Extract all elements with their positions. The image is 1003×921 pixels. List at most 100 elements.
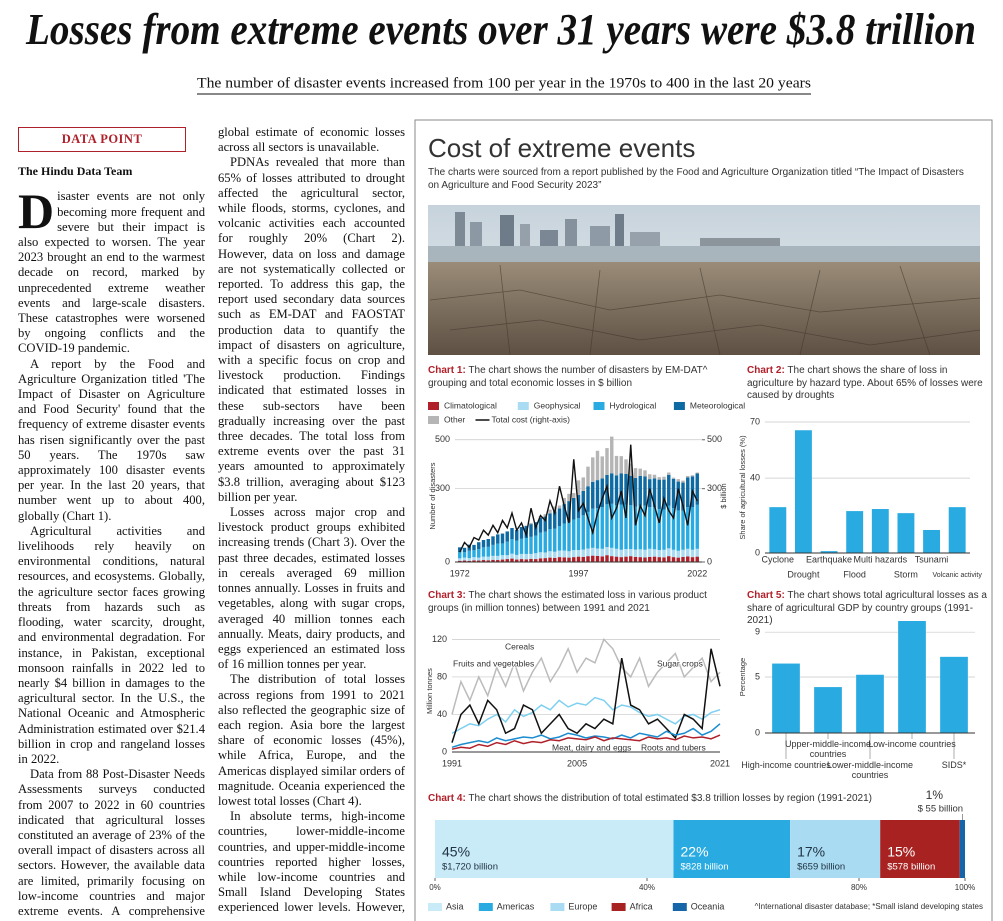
bar-segment <box>638 505 642 550</box>
bar <box>814 687 842 733</box>
amount-label: $578 billion <box>887 862 935 873</box>
bar-segment <box>595 548 600 556</box>
bar-segment <box>610 473 614 504</box>
bar-segment <box>548 551 552 558</box>
bar-segment <box>572 557 576 562</box>
bar-segment <box>462 552 467 558</box>
bar-segment <box>481 556 486 561</box>
y-tick-label: 120 <box>432 634 447 644</box>
bar-segment <box>481 547 486 557</box>
bar-segment <box>586 486 590 512</box>
value-label: 45% <box>442 844 470 860</box>
caption-label: Chart 5: <box>747 590 785 601</box>
byline: The Hindu Data Team <box>18 164 133 179</box>
bar-segment <box>458 552 462 559</box>
bar-segment <box>562 550 566 558</box>
bar-segment <box>576 518 581 551</box>
bar-segment <box>662 476 666 480</box>
bar-segment <box>652 507 657 550</box>
bar-segment <box>652 478 657 508</box>
bar-segment <box>695 504 699 549</box>
bar-segment <box>610 436 614 474</box>
bar-segment <box>657 508 661 551</box>
legend-label: Oceania <box>691 901 725 911</box>
bar-segment <box>619 473 623 505</box>
bar-segment <box>557 557 562 562</box>
bar-segment <box>624 504 628 550</box>
footnote: ^International disaster database; *Small… <box>755 902 983 911</box>
value-label: 22% <box>681 844 709 860</box>
caption-text: The chart shows the number of disasters … <box>428 365 708 389</box>
bar-segment <box>572 519 576 551</box>
bar-segment <box>496 560 500 562</box>
bar-segment <box>600 556 604 562</box>
bar-segment <box>491 536 495 545</box>
bar-segment <box>690 549 695 558</box>
bar-segment <box>543 531 547 553</box>
bar <box>897 513 915 553</box>
bar-segment <box>600 478 604 508</box>
bar-segment <box>671 508 676 550</box>
bar-segment <box>581 549 585 557</box>
line <box>451 734 721 750</box>
bar-segment <box>610 503 614 548</box>
bar-segment <box>486 546 490 557</box>
panel-title: Cost of extreme events <box>428 133 695 163</box>
bar-segment <box>662 509 666 550</box>
bar-segment <box>557 550 562 558</box>
bar-segment <box>458 558 462 561</box>
bar-segment <box>543 514 547 517</box>
bar-segment <box>591 547 595 556</box>
bar-segment <box>543 552 547 559</box>
line <box>451 648 721 743</box>
bar-segment <box>553 551 557 558</box>
bar-segment <box>667 548 671 557</box>
bar-segment <box>600 507 604 549</box>
bar <box>794 430 812 553</box>
caption-text: The chart shows the share of loss in agr… <box>747 365 983 401</box>
bar-segment <box>481 560 486 562</box>
bar-segment <box>676 557 680 562</box>
bar-segment <box>486 539 490 547</box>
bar-segment <box>610 556 614 562</box>
y2-tick-label: 300 <box>707 483 722 493</box>
bar-segment <box>486 560 490 562</box>
x-tick-label: High-income countries <box>741 760 831 770</box>
bar-segment <box>581 556 585 562</box>
bar-segment <box>681 510 685 550</box>
paragraph: In absolute terms, high-income countries… <box>218 809 405 915</box>
bar-segment <box>591 481 595 509</box>
y-tick-label: 0 <box>445 556 450 566</box>
bar-segment <box>505 541 509 556</box>
bar-segment <box>491 555 495 560</box>
bar-segment <box>586 511 590 549</box>
bar-segment <box>591 508 595 548</box>
bar-segment <box>638 468 642 476</box>
bar-segment <box>880 820 960 878</box>
article: DATA POINT The Hindu Data Team Disaster … <box>18 125 405 921</box>
legend-swatch <box>428 402 439 410</box>
bar-segment <box>477 560 481 562</box>
legend-swatch <box>672 903 687 911</box>
line <box>451 723 721 749</box>
bar-segment <box>686 477 690 508</box>
bar-segment <box>690 475 695 477</box>
legend-swatch <box>478 903 493 911</box>
amount-label: $828 billion <box>681 862 729 873</box>
x-tick-label: Drought <box>787 569 820 579</box>
series-label: Meat, dairy and eggs <box>552 742 631 752</box>
bar-segment <box>671 549 676 558</box>
bar-segment <box>477 542 481 550</box>
bar-segment <box>500 555 505 560</box>
bar-segment <box>572 550 576 558</box>
bar-segment <box>567 501 571 522</box>
bar-segment <box>591 555 595 562</box>
bar-segment <box>695 473 699 505</box>
bar-segment <box>600 456 604 479</box>
y-axis-label: Number of disasters <box>428 462 437 529</box>
bar-segment <box>581 515 585 550</box>
bar-segment <box>510 528 514 540</box>
bar <box>856 674 884 733</box>
paragraph: The distribution of total losses across … <box>218 672 405 808</box>
x-tick-label: Lower-middle-income countries <box>826 760 914 780</box>
